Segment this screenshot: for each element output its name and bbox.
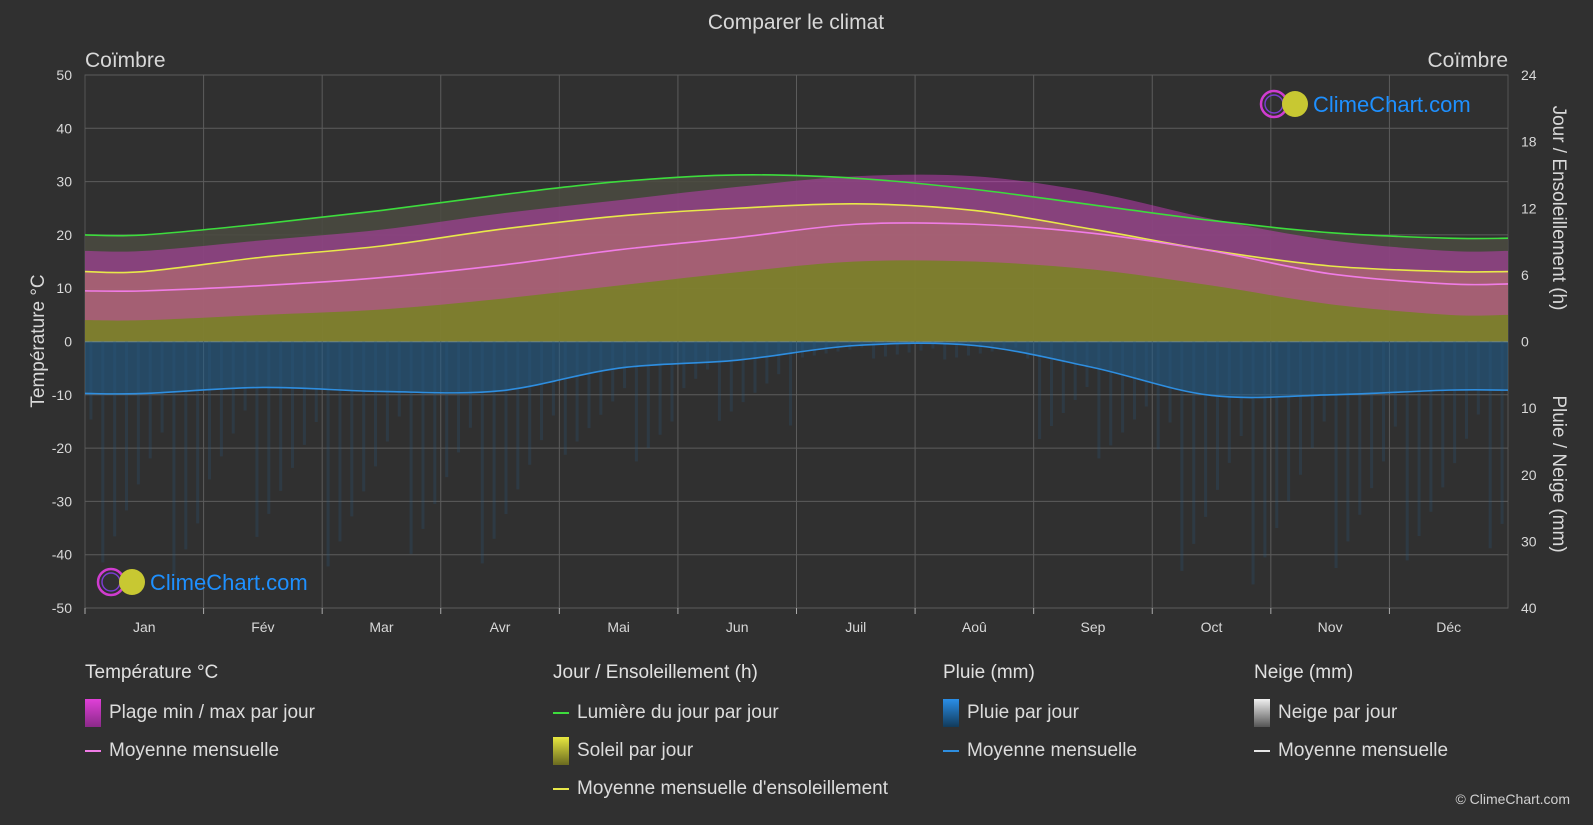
logo-ring-inner-icon xyxy=(1264,94,1284,114)
legend-label: Pluie par jour xyxy=(967,702,1079,723)
legend-item-daylight: Lumière du jour par jour xyxy=(553,702,888,724)
left-tick-label: -20 xyxy=(52,440,72,456)
daylight-line xyxy=(84,174,1509,240)
left-tick-label: 0 xyxy=(64,334,72,350)
chart-lines xyxy=(84,174,1509,399)
right-tick-hours: 0 xyxy=(1521,334,1529,350)
left-tick-label: 20 xyxy=(56,227,72,243)
chart-axes: 50 40 30 20 10 0 -10 -20 -30 -40 -50 Jan Fév Mar Avr Ma… xyxy=(52,67,1537,635)
legend-label: Plage min / max par jour xyxy=(109,702,315,723)
month-label: Oct xyxy=(1201,619,1223,635)
rain-mean-swatch xyxy=(943,750,959,752)
month-label: Aoû xyxy=(962,619,987,635)
copyright: © ClimeChart.com xyxy=(1455,791,1570,807)
logo-sun-icon xyxy=(1282,91,1308,117)
location-left: Coïmbre xyxy=(85,49,166,72)
legend-temperature: Température °C Plage min / max par jour … xyxy=(85,662,315,778)
left-tick-label: -30 xyxy=(52,493,72,509)
logo-ring-inner-icon xyxy=(101,572,121,592)
left-tick-label: 50 xyxy=(56,67,72,83)
legend-item-temp-range: Plage min / max par jour xyxy=(85,699,315,727)
month-label: Juil xyxy=(845,619,866,635)
legend-label: Lumière du jour par jour xyxy=(577,702,779,723)
temp-mean-swatch xyxy=(85,750,101,752)
temp-range-swatch xyxy=(85,699,101,727)
month-label: Avr xyxy=(490,619,511,635)
location-right: Coïmbre xyxy=(1427,49,1508,72)
right-tick-hours: 18 xyxy=(1521,134,1537,150)
left-tick-label: -50 xyxy=(52,600,72,616)
month-label: Fév xyxy=(251,619,274,635)
left-tick-label: 10 xyxy=(56,280,72,296)
legend-title-snow: Neige (mm) xyxy=(1254,662,1354,683)
legend-rain: Pluie (mm) Pluie par jour Moyenne mensue… xyxy=(943,662,1137,778)
left-tick-label: 30 xyxy=(56,174,72,190)
month-label: Jan xyxy=(133,619,156,635)
temp-range-band xyxy=(85,174,1508,321)
rain-swatch xyxy=(943,699,959,727)
legend-title-temperature: Température °C xyxy=(85,662,219,683)
legend-label: Moyenne mensuelle d'ensoleillement xyxy=(577,778,888,799)
rain-mean-line xyxy=(84,342,1509,399)
month-label: Mai xyxy=(607,619,630,635)
right-axis-label-bottom: Pluie / Neige (mm) xyxy=(1548,395,1569,552)
month-label: Jun xyxy=(726,619,749,635)
daylight-swatch xyxy=(553,712,569,714)
month-label: Mar xyxy=(369,619,393,635)
legend-label: Soleil par jour xyxy=(577,740,694,761)
right-tick-hours: 24 xyxy=(1521,67,1537,83)
snow-mean-swatch xyxy=(1254,750,1270,752)
legend-label: Neige par jour xyxy=(1278,702,1398,723)
sunshine-mean-line xyxy=(84,202,1509,274)
left-tick-label: -10 xyxy=(52,387,72,403)
legend-label: Moyenne mensuelle xyxy=(109,740,280,761)
legend-title-rain: Pluie (mm) xyxy=(943,662,1035,683)
legend-item-rain-mean: Moyenne mensuelle xyxy=(943,740,1137,762)
logo-bottom: ClimeChart.com xyxy=(96,567,308,597)
left-tick-label: 40 xyxy=(56,120,72,136)
logo-text-top: ClimeChart.com xyxy=(1313,92,1471,117)
month-label: Sep xyxy=(1080,619,1105,635)
sunshine-swatch xyxy=(553,737,569,765)
legend-item-snow: Neige par jour xyxy=(1254,699,1448,727)
legend-title-sun: Jour / Ensoleillement (h) xyxy=(553,662,758,683)
right-tick-hours: 6 xyxy=(1521,267,1529,283)
legend-label: Moyenne mensuelle xyxy=(1278,740,1449,761)
legend-item-rain: Pluie par jour xyxy=(943,699,1137,727)
chart-fills xyxy=(85,174,1508,585)
snow-swatch xyxy=(1254,699,1270,727)
right-axis-label-top: Jour / Ensoleillement (h) xyxy=(1548,106,1569,311)
right-tick-mm: 10 xyxy=(1521,400,1537,416)
month-label: Déc xyxy=(1436,619,1461,635)
legend-snow: Neige (mm) Neige par jour Moyenne mensue… xyxy=(1254,662,1448,778)
left-axis-label: Température °C xyxy=(28,274,49,407)
logo-sun-icon xyxy=(119,569,145,595)
legend-sun: Jour / Ensoleillement (h) Lumière du jou… xyxy=(553,662,888,816)
right-tick-mm: 20 xyxy=(1521,467,1537,483)
right-tick-hours: 12 xyxy=(1521,200,1537,216)
chart-title: Comparer le climat xyxy=(708,11,884,34)
logo-text-bottom: ClimeChart.com xyxy=(150,570,308,595)
month-label: Nov xyxy=(1318,619,1343,635)
rain-area xyxy=(85,341,1508,398)
sunshine-mean-swatch xyxy=(553,788,569,790)
right-tick-mm: 40 xyxy=(1521,600,1537,616)
right-tick-mm: 30 xyxy=(1521,533,1537,549)
legend-item-sunshine: Soleil par jour xyxy=(553,737,888,765)
legend-item-temp-mean: Moyenne mensuelle xyxy=(85,740,315,762)
legend-item-snow-mean: Moyenne mensuelle xyxy=(1254,740,1448,762)
left-tick-label: -40 xyxy=(52,547,72,563)
legend-label: Moyenne mensuelle xyxy=(967,740,1138,761)
logo-top: ClimeChart.com xyxy=(1259,89,1471,119)
legend-item-sunshine-mean: Moyenne mensuelle d'ensoleillement xyxy=(553,778,888,800)
temp-mean-line xyxy=(84,222,1509,293)
